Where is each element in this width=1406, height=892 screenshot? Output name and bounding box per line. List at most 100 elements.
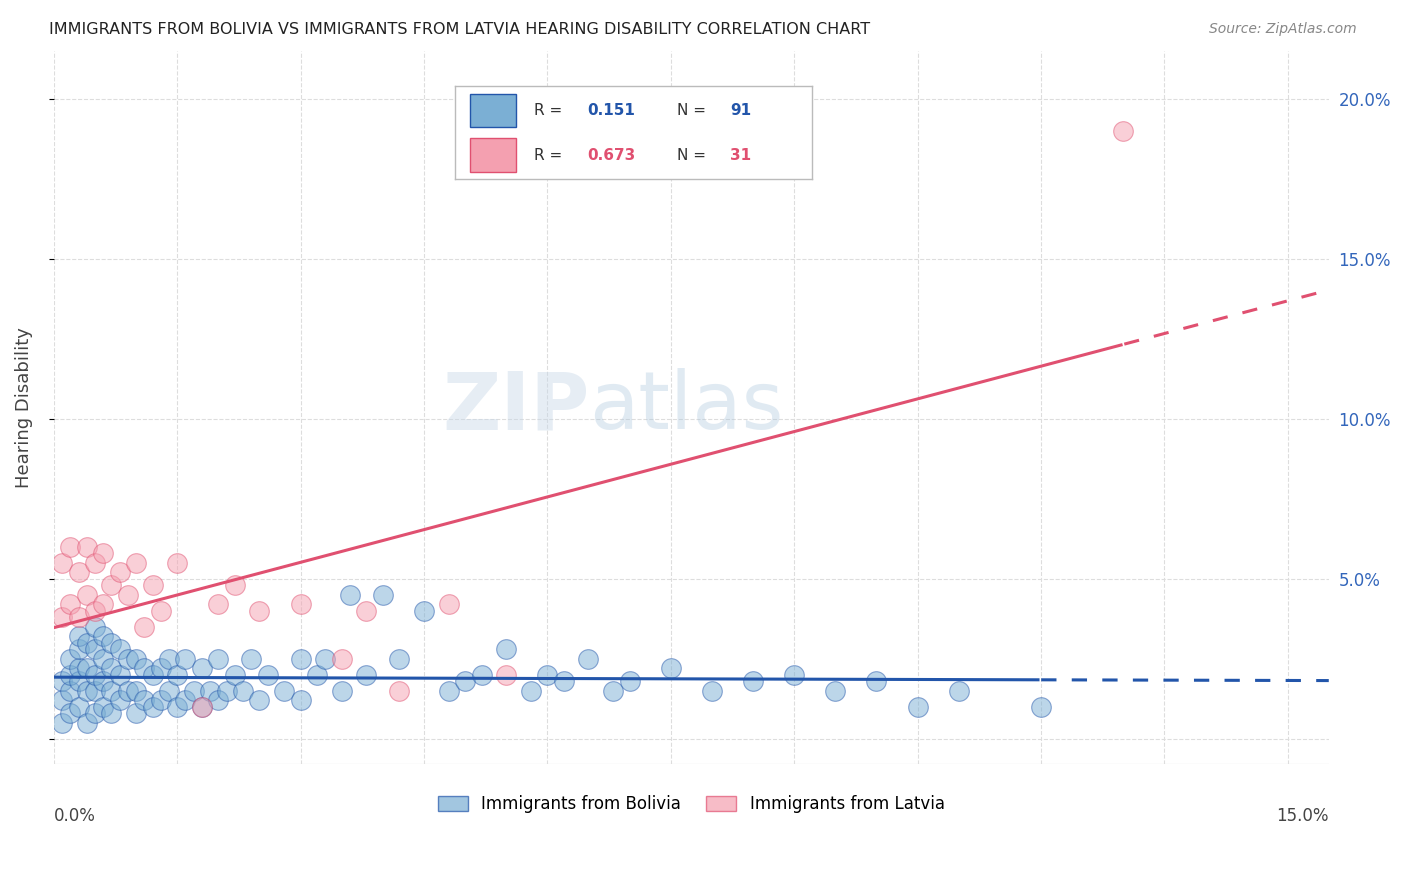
Point	[125, 651, 148, 665]
Text: atlas: atlas	[589, 368, 783, 447]
Point	[249, 693, 271, 707]
Text: IMMIGRANTS FROM BOLIVIA VS IMMIGRANTS FROM LATVIA HEARING DISABILITY CORRELATION: IMMIGRANTS FROM BOLIVIA VS IMMIGRANTS FR…	[49, 22, 870, 37]
Point	[91, 546, 114, 560]
Point	[240, 651, 263, 665]
Point	[108, 693, 131, 707]
Point	[659, 661, 682, 675]
Point	[191, 699, 214, 714]
Point	[742, 674, 765, 689]
Point	[602, 683, 624, 698]
Point	[117, 651, 139, 665]
Point	[174, 651, 197, 665]
Point	[1029, 699, 1052, 714]
Point	[290, 693, 312, 707]
Point	[166, 556, 188, 570]
Point	[149, 604, 172, 618]
Point	[339, 588, 361, 602]
Point	[51, 693, 73, 707]
Point	[207, 597, 229, 611]
Point	[76, 588, 98, 602]
Point	[437, 597, 460, 611]
Point	[290, 651, 312, 665]
Point	[100, 635, 122, 649]
Point	[183, 683, 205, 698]
Point	[166, 667, 188, 681]
Point	[249, 604, 271, 618]
Point	[471, 667, 494, 681]
Point	[108, 642, 131, 657]
Point	[166, 699, 188, 714]
Point	[67, 699, 90, 714]
Point	[59, 651, 82, 665]
Text: 15.0%: 15.0%	[1277, 807, 1329, 825]
Point	[1112, 124, 1135, 138]
Point	[330, 651, 353, 665]
Point	[157, 651, 180, 665]
Point	[256, 667, 278, 681]
Point	[215, 683, 238, 698]
Point	[198, 683, 221, 698]
Point	[84, 620, 107, 634]
Point	[157, 683, 180, 698]
Point	[76, 683, 98, 698]
Point	[232, 683, 254, 698]
Text: Source: ZipAtlas.com: Source: ZipAtlas.com	[1209, 22, 1357, 37]
Point	[108, 566, 131, 580]
Point	[76, 715, 98, 730]
Point	[134, 620, 156, 634]
Point	[273, 683, 295, 698]
Text: ZIP: ZIP	[441, 368, 589, 447]
Point	[314, 651, 336, 665]
Text: 0.0%: 0.0%	[53, 807, 96, 825]
Point	[619, 674, 641, 689]
Point	[59, 540, 82, 554]
Point	[100, 683, 122, 698]
Point	[100, 706, 122, 720]
Y-axis label: Hearing Disability: Hearing Disability	[15, 327, 32, 488]
Point	[51, 610, 73, 624]
Point	[149, 661, 172, 675]
Point	[134, 661, 156, 675]
Point	[91, 597, 114, 611]
Point	[59, 597, 82, 611]
Point	[84, 683, 107, 698]
Point	[865, 674, 887, 689]
Point	[149, 693, 172, 707]
Point	[290, 597, 312, 611]
Legend: Immigrants from Bolivia, Immigrants from Latvia: Immigrants from Bolivia, Immigrants from…	[432, 789, 952, 820]
Point	[51, 715, 73, 730]
Point	[388, 651, 411, 665]
Point	[207, 651, 229, 665]
Point	[824, 683, 846, 698]
Point	[413, 604, 436, 618]
Point	[495, 667, 517, 681]
Point	[67, 566, 90, 580]
Point	[67, 642, 90, 657]
Point	[356, 667, 378, 681]
Point	[91, 699, 114, 714]
Point	[91, 629, 114, 643]
Point	[224, 578, 246, 592]
Point	[91, 651, 114, 665]
Point	[59, 667, 82, 681]
Point	[67, 629, 90, 643]
Point	[67, 610, 90, 624]
Point	[948, 683, 970, 698]
Point	[84, 604, 107, 618]
Point	[91, 674, 114, 689]
Point	[76, 540, 98, 554]
Point	[76, 635, 98, 649]
Point	[125, 706, 148, 720]
Point	[330, 683, 353, 698]
Point	[536, 667, 558, 681]
Point	[224, 667, 246, 681]
Point	[495, 642, 517, 657]
Point	[117, 683, 139, 698]
Point	[84, 667, 107, 681]
Point	[141, 699, 163, 714]
Point	[700, 683, 723, 698]
Point	[67, 674, 90, 689]
Point	[125, 683, 148, 698]
Point	[108, 667, 131, 681]
Point	[191, 661, 214, 675]
